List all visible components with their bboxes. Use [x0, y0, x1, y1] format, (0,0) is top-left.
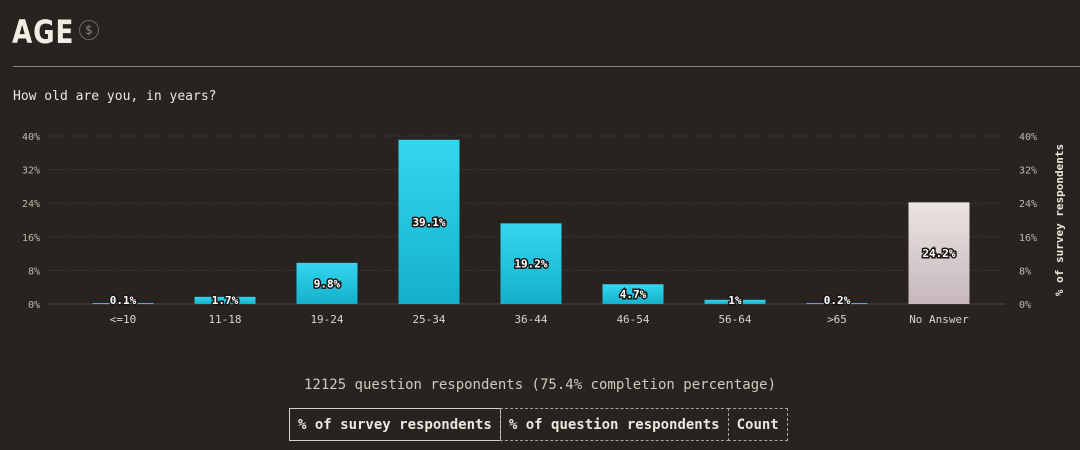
x-tick-label: 25-34	[412, 313, 445, 326]
age-bar-chart: 0.1% 1.7% 9.8% 39.1% 19.2% 4.7% 1% 0.2% 24.2% 0%…	[22, 132, 1066, 326]
bar[interactable]	[704, 299, 766, 304]
bar-value-label: 4.7%	[620, 288, 647, 301]
bar-value-label: 0.2%	[824, 294, 851, 307]
x-tick-label: No Answer	[909, 313, 969, 326]
y-tick-label-left: 40%	[22, 132, 40, 143]
metric-toggle-group: % of survey respondents % of question re…	[289, 408, 788, 441]
bar[interactable]	[92, 303, 154, 304]
y-tick-label-left: 16%	[22, 233, 40, 244]
y-tick-label-right: 16%	[1019, 233, 1037, 244]
y-tick-label-right: 32%	[1019, 166, 1037, 177]
bar[interactable]	[194, 296, 256, 304]
toggle-percent-question[interactable]: % of question respondents	[499, 408, 729, 441]
x-tick-label: >65	[827, 313, 847, 326]
x-tick-label: 56-64	[718, 313, 751, 326]
y-tick-label-left: 32%	[22, 166, 40, 177]
bar-value-label: 1%	[728, 294, 742, 307]
page-title: AGE	[12, 13, 75, 51]
bar-value-label: 9.8%	[314, 277, 341, 290]
bar[interactable]	[602, 284, 664, 304]
y-axis-label: % of survey respondents	[1053, 144, 1066, 296]
bar-value-label: 0.1%	[110, 294, 137, 307]
bar[interactable]	[908, 202, 970, 304]
x-tick-label: 11-18	[208, 313, 241, 326]
y-tick-label-right: 40%	[1019, 132, 1037, 143]
toggle-count[interactable]: Count	[727, 408, 788, 441]
y-tick-label-right: 24%	[1019, 199, 1037, 210]
bar[interactable]	[398, 139, 460, 304]
x-tick-label: 36-44	[514, 313, 547, 326]
x-tick-label: 19-24	[310, 313, 343, 326]
bar[interactable]	[500, 223, 562, 304]
bar[interactable]	[806, 303, 868, 304]
y-tick-label-right: 0%	[1019, 300, 1031, 311]
x-tick-label: <=10	[110, 313, 137, 326]
bar-value-label: 19.2%	[514, 258, 547, 271]
bar[interactable]	[296, 262, 358, 304]
title-divider	[13, 66, 1080, 67]
bar-value-label: 1.7%	[212, 294, 239, 307]
question-text: How old are you, in years?	[13, 89, 217, 104]
x-tick-label: 46-54	[616, 313, 649, 326]
toggle-percent-survey[interactable]: % of survey respondents	[289, 408, 501, 441]
y-tick-label-left: 24%	[22, 199, 40, 210]
y-tick-label-left: 8%	[28, 266, 40, 277]
respondents-summary: 12125 question respondents (75.4% comple…	[303, 377, 776, 393]
bar-value-label: 24.2%	[922, 247, 955, 260]
y-tick-label-left: 0%	[28, 300, 40, 311]
dollar-circle-icon[interactable]: $	[79, 20, 99, 40]
y-tick-label-right: 8%	[1019, 266, 1031, 277]
bar-value-label: 39.1%	[412, 216, 445, 229]
